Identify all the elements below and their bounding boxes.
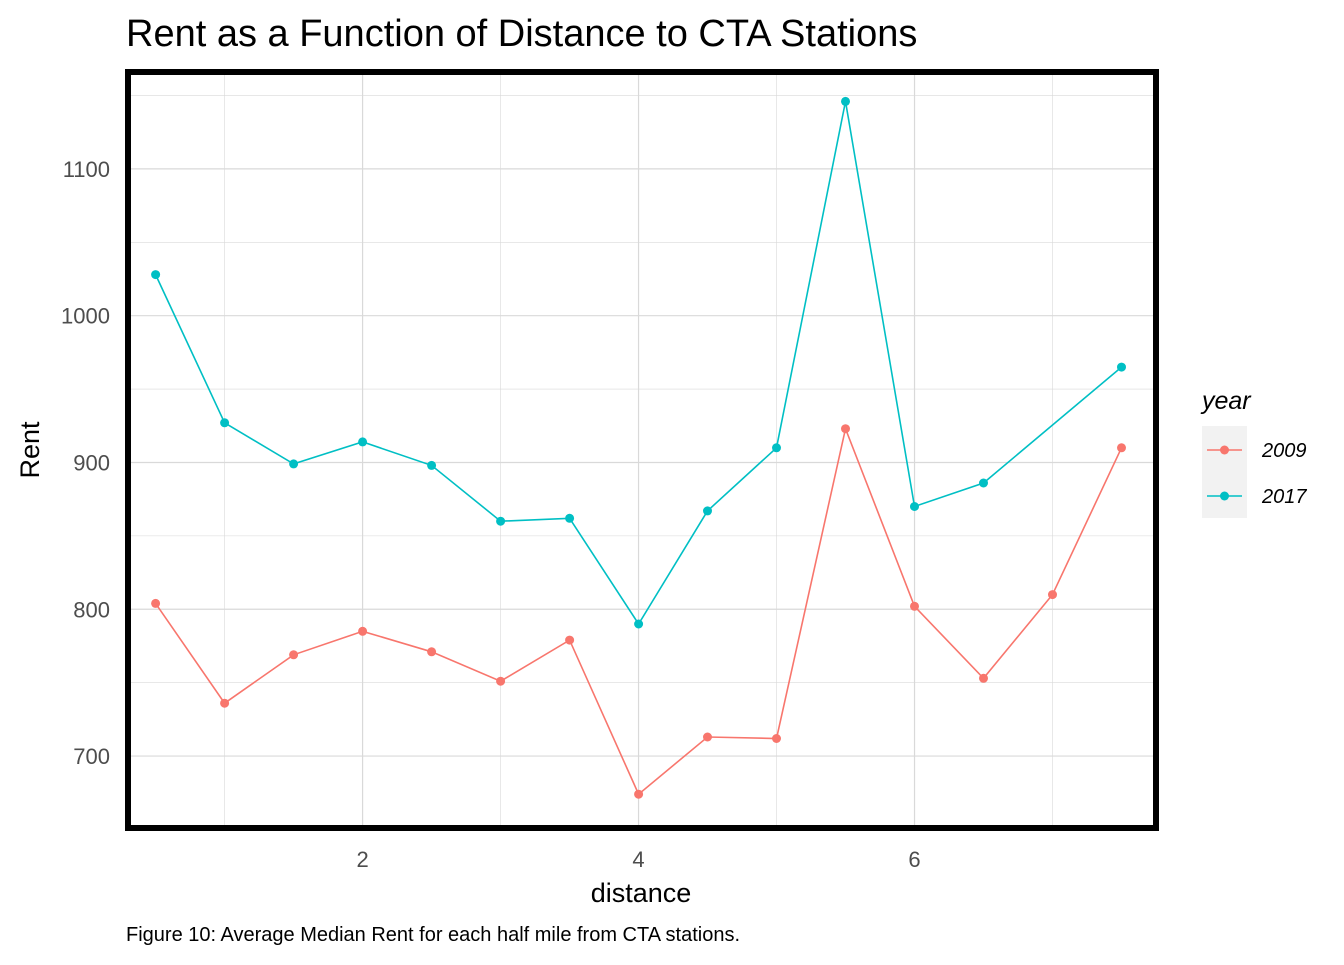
legend-key-point-2017 (1220, 491, 1229, 501)
data-point-2017 (427, 460, 437, 470)
chart-title: Rent as a Function of Distance to CTA St… (126, 13, 917, 55)
y-tick-label: 1000 (61, 304, 110, 329)
series-lines (151, 96, 1126, 799)
legend: year 2009 2017 (1200, 387, 1307, 518)
y-tick-label: 700 (73, 744, 110, 769)
legend-key-point-2009 (1220, 445, 1229, 455)
data-point-2009 (220, 698, 230, 708)
data-point-2009 (634, 789, 644, 799)
data-point-2009 (841, 424, 850, 434)
data-point-2017 (565, 513, 575, 523)
panel-border (125, 69, 1159, 831)
data-point-2009 (358, 626, 368, 636)
x-axis-ticks: 2 4 6 (356, 847, 920, 872)
grid-lines (128, 72, 1156, 828)
legend-items: 2009 2017 (1207, 440, 1307, 508)
data-point-2017 (496, 516, 506, 526)
data-point-2009 (703, 732, 712, 742)
y-axis-ticks: 700 800 900 1000 1100 (61, 157, 110, 769)
data-point-2017 (634, 619, 644, 629)
data-point-2009 (979, 673, 988, 683)
y-axis-title: Rent (15, 421, 45, 479)
series-line-2017 (154, 101, 1123, 626)
data-point-2017 (1117, 362, 1126, 372)
data-point-2017 (289, 459, 299, 469)
y-tick-label: 900 (73, 450, 110, 475)
data-point-2017 (841, 96, 850, 106)
data-point-2009 (772, 734, 781, 743)
data-point-2009 (565, 635, 575, 645)
x-tick-label: 4 (632, 847, 644, 872)
data-point-2009 (1048, 590, 1057, 600)
figure-caption: Figure 10: Average Median Rent for each … (126, 924, 740, 946)
data-point-2009 (151, 598, 161, 608)
data-point-2009 (289, 650, 299, 660)
data-point-2017 (220, 418, 230, 428)
legend-label-2017: 2017 (1261, 486, 1307, 508)
data-point-2009 (910, 601, 919, 611)
data-point-2009 (496, 676, 506, 686)
y-tick-label: 1100 (63, 157, 110, 182)
x-tick-label: 6 (908, 847, 920, 872)
x-tick-label: 2 (356, 847, 368, 872)
legend-label-2009: 2009 (1261, 440, 1307, 462)
legend-title: year (1200, 387, 1252, 415)
x-axis-title: distance (591, 878, 692, 908)
data-point-2017 (358, 437, 368, 447)
data-point-2017 (910, 502, 919, 511)
data-point-2017 (772, 443, 781, 453)
legend-key-background (1202, 426, 1247, 518)
data-point-2017 (979, 478, 988, 488)
data-point-2009 (427, 647, 437, 657)
data-point-2017 (703, 506, 712, 516)
data-point-2009 (1117, 443, 1126, 453)
data-point-2017 (151, 270, 161, 280)
y-tick-label: 800 (73, 597, 110, 622)
